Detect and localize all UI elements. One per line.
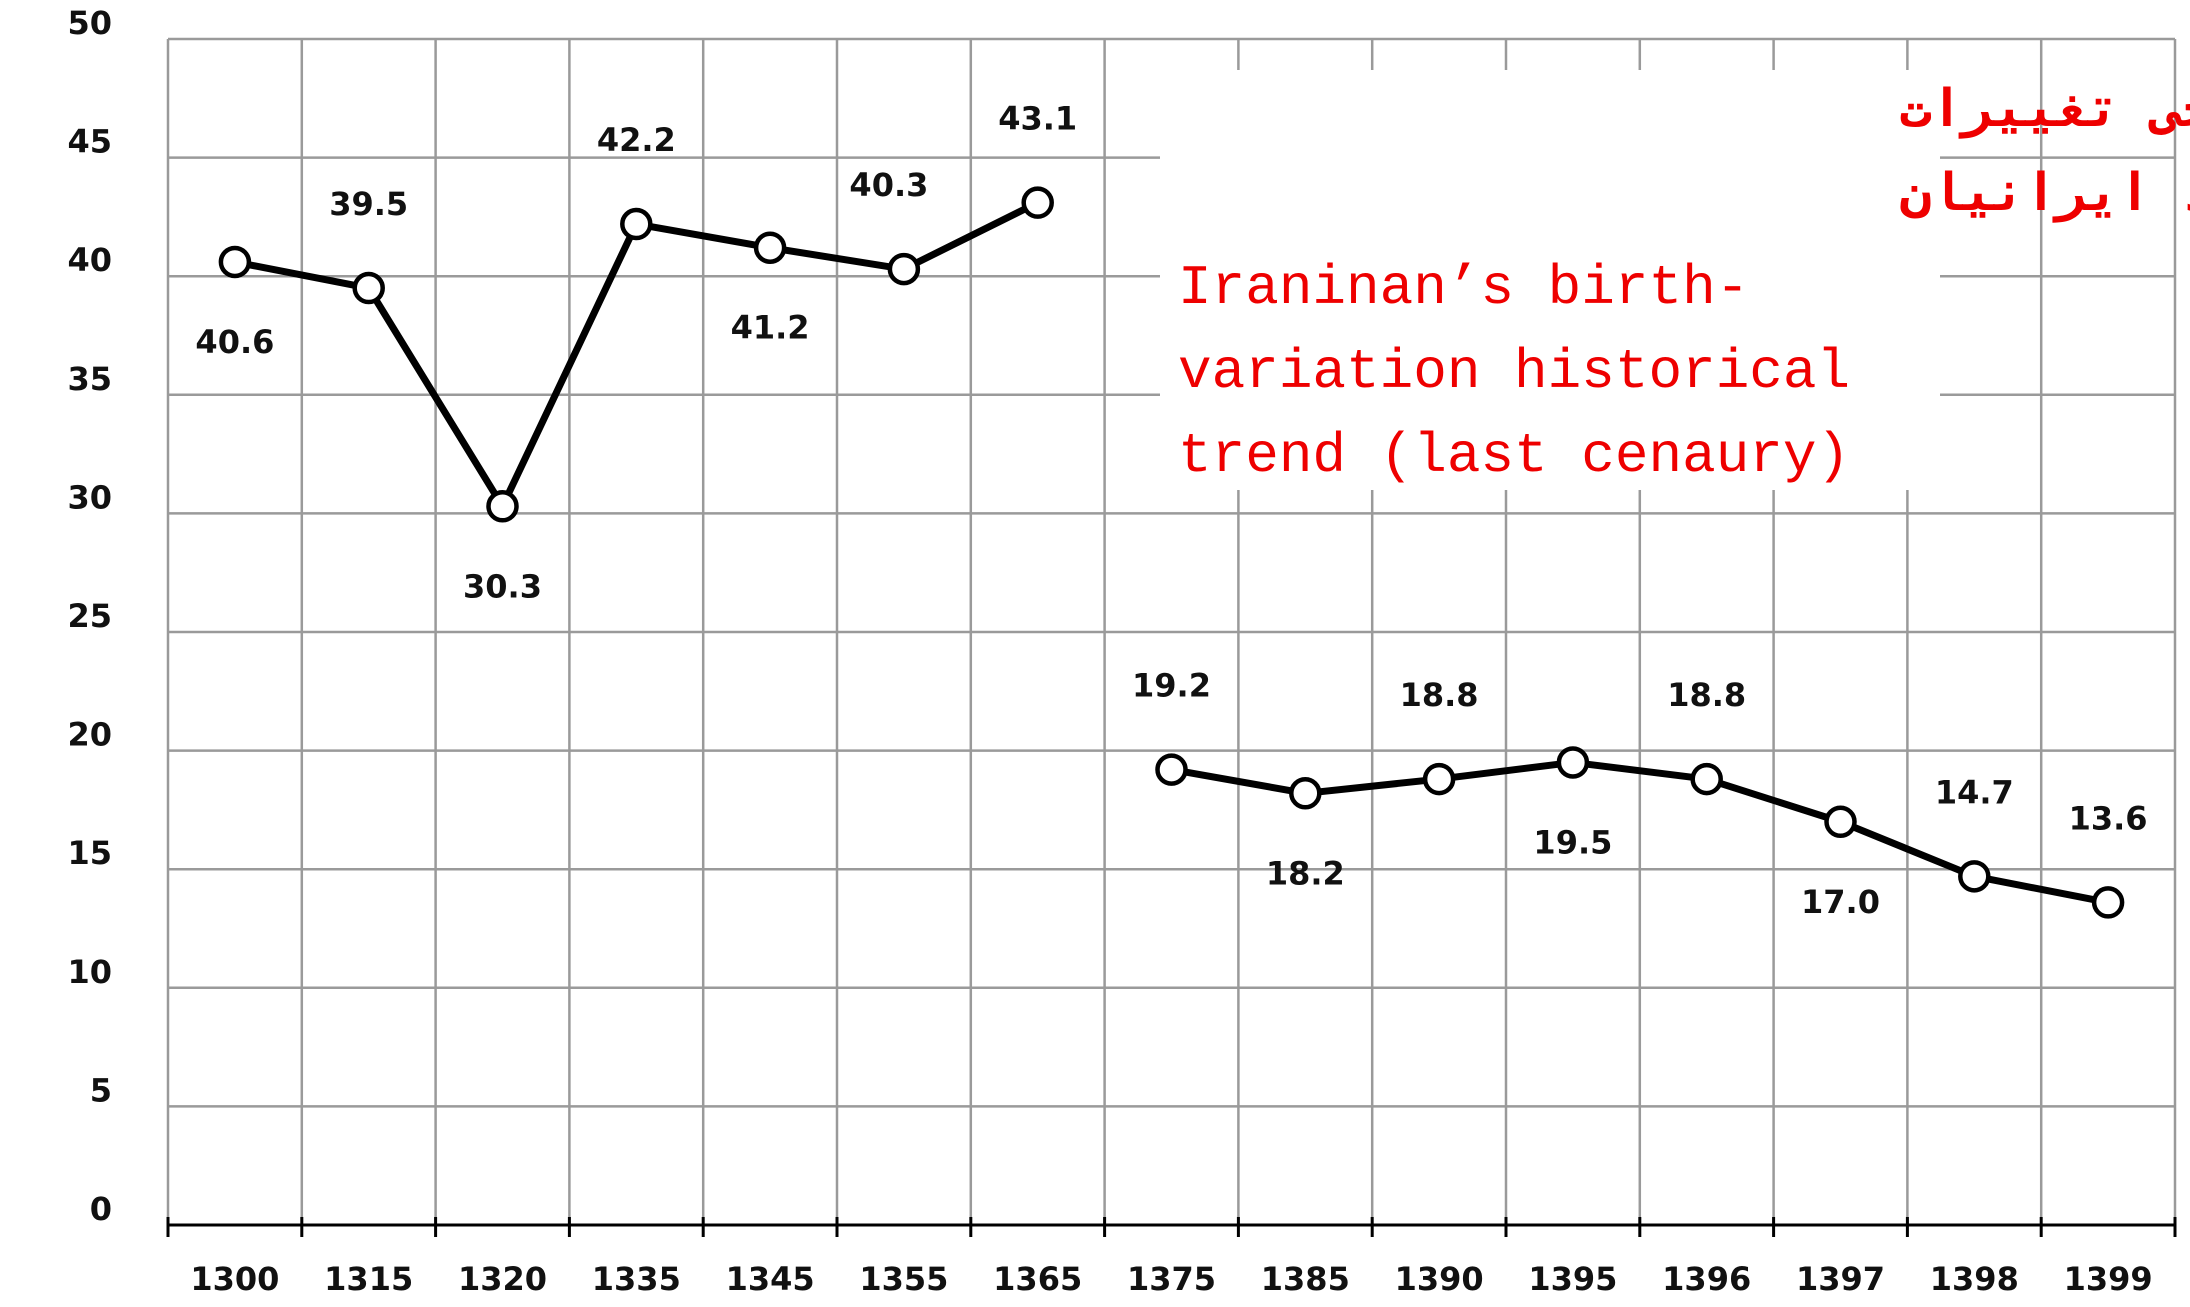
data-label: 40.3 xyxy=(849,166,928,204)
marker xyxy=(1422,762,1456,796)
data-label: 13.6 xyxy=(2069,799,2148,837)
y-tick-label: 20 xyxy=(67,716,112,754)
chart-subtitle: variation historical xyxy=(1178,340,1850,404)
data-label: 19.2 xyxy=(1132,667,1211,705)
x-tick-label: 1300 xyxy=(190,1260,279,1298)
chart-title: موالید ایرانیان xyxy=(1900,163,2190,223)
data-label: 18.8 xyxy=(1667,676,1746,714)
titles: روند تاریخی تغییرات موالید ایرانیان Iranin… xyxy=(1178,79,2190,488)
data-label: 18.2 xyxy=(1266,854,1345,892)
chart-subtitle: Iraninan’s birth- xyxy=(1178,256,1749,320)
y-tick-label: 30 xyxy=(67,478,112,516)
data-label: 18.8 xyxy=(1400,676,1479,714)
line xyxy=(1170,758,2109,906)
x-tick-label: 1365 xyxy=(993,1260,1082,1298)
marker xyxy=(352,271,385,305)
y-tick-label: 35 xyxy=(67,360,112,398)
x-tick-label: 1396 xyxy=(1662,1260,1751,1298)
y-tick-label: 15 xyxy=(67,834,112,872)
x-tick-label: 1395 xyxy=(1528,1260,1617,1298)
x-tick-label: 1385 xyxy=(1261,1260,1350,1298)
data-label: 17.0 xyxy=(1801,883,1880,921)
y-tick-label: 0 xyxy=(90,1190,112,1228)
x-tick-label: 1390 xyxy=(1395,1260,1484,1298)
data-label: 41.2 xyxy=(731,309,810,347)
marker xyxy=(1556,746,1590,779)
marker xyxy=(218,245,252,279)
title-box xyxy=(1160,70,1940,490)
plot: 40.6 39.5 30.3 42.2 41.2 40.3 43.1 19.2 18.2 18.8… xyxy=(195,100,2147,921)
marker xyxy=(753,231,787,264)
data-label: 30.3 xyxy=(463,567,542,605)
data-label: 43.1 xyxy=(998,100,1077,138)
x-tick-label: 1399 xyxy=(2064,1260,2153,1298)
data-label: 39.5 xyxy=(329,185,408,223)
marker xyxy=(1690,762,1723,796)
marker xyxy=(887,252,921,286)
marker xyxy=(1155,753,1188,786)
marker xyxy=(1958,860,1991,893)
x-tick-label: 1398 xyxy=(1930,1260,2019,1298)
y-tick-label: 40 xyxy=(67,241,112,279)
chart-title: روند تاریخی تغییرات xyxy=(1900,79,2190,139)
marker xyxy=(1021,186,1054,219)
data-label: 42.2 xyxy=(597,121,676,159)
data-label: 14.7 xyxy=(1935,773,2014,811)
y-tick-label: 25 xyxy=(67,597,112,635)
marker xyxy=(620,207,653,241)
marker xyxy=(2091,886,2125,919)
x-tick-label: 1397 xyxy=(1796,1260,1885,1298)
y-tick-label: 10 xyxy=(67,953,112,991)
y-tick-label: 5 xyxy=(90,1071,112,1109)
data-label: 40.6 xyxy=(195,323,274,361)
marker xyxy=(1289,777,1322,810)
y-tick-label: 50 xyxy=(67,4,112,42)
chart-subtitle: trend (last cenaury) xyxy=(1178,424,1850,488)
y-tick-label: 45 xyxy=(67,123,112,161)
marker xyxy=(1824,805,1857,839)
x-tick-label: 1375 xyxy=(1127,1260,1216,1298)
marker xyxy=(486,490,519,523)
x-tick-label: 1315 xyxy=(324,1260,413,1298)
x-tick-label: 1320 xyxy=(458,1260,547,1298)
x-tick-label: 1335 xyxy=(592,1260,681,1298)
x-tick-label: 1355 xyxy=(859,1260,948,1298)
x-tick-label: 1345 xyxy=(726,1260,815,1298)
data-label: 19.5 xyxy=(1533,823,1612,861)
